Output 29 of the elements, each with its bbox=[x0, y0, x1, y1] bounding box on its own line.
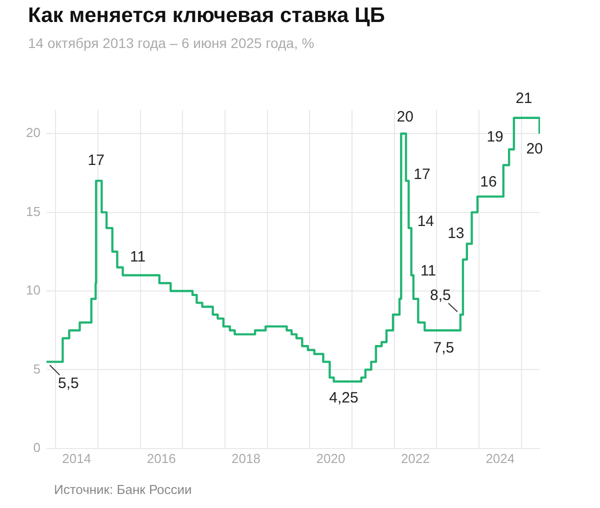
y-tick-label: 5 bbox=[33, 361, 40, 376]
annotation: 11 bbox=[420, 262, 436, 280]
annotation: 7,5 bbox=[433, 339, 454, 356]
y-tick-label: 10 bbox=[26, 282, 40, 298]
chart-title: Как меняется ключевая ставка ЦБ bbox=[28, 4, 385, 28]
annotation: 5,5 bbox=[58, 374, 79, 392]
y-tick-label: 15 bbox=[26, 204, 40, 219]
annotation: 13 bbox=[448, 224, 464, 242]
x-tick-label: 2020 bbox=[316, 450, 346, 466]
annotation: 21 bbox=[516, 90, 532, 108]
x-tick-label: 2014 bbox=[62, 450, 92, 466]
annotation: 8,5 bbox=[430, 286, 451, 304]
x-tick-label: 2016 bbox=[146, 450, 176, 466]
y-tick-label: 20 bbox=[26, 125, 40, 140]
annotation: 16 bbox=[480, 174, 497, 191]
text: Источник: Банк России bbox=[54, 482, 192, 497]
annotation: 17 bbox=[88, 152, 104, 169]
chart-subtitle: 14 октября 2013 года – 6 июня 2025 года, % bbox=[28, 35, 314, 51]
annotation: 19 bbox=[486, 128, 504, 146]
x-tick-label: 2018 bbox=[232, 450, 260, 466]
annotation: 17 bbox=[414, 166, 430, 183]
annotation: 20 bbox=[526, 140, 543, 158]
annotation: 4,25 bbox=[329, 390, 358, 407]
annotation: 14 bbox=[417, 213, 434, 230]
x-tick-label: 2024 bbox=[486, 450, 515, 466]
y-tick-label: 0 bbox=[33, 440, 40, 455]
annotation: 20 bbox=[396, 108, 414, 126]
x-tick-label: 2022 bbox=[400, 450, 430, 466]
annotation: 11 bbox=[130, 248, 146, 266]
